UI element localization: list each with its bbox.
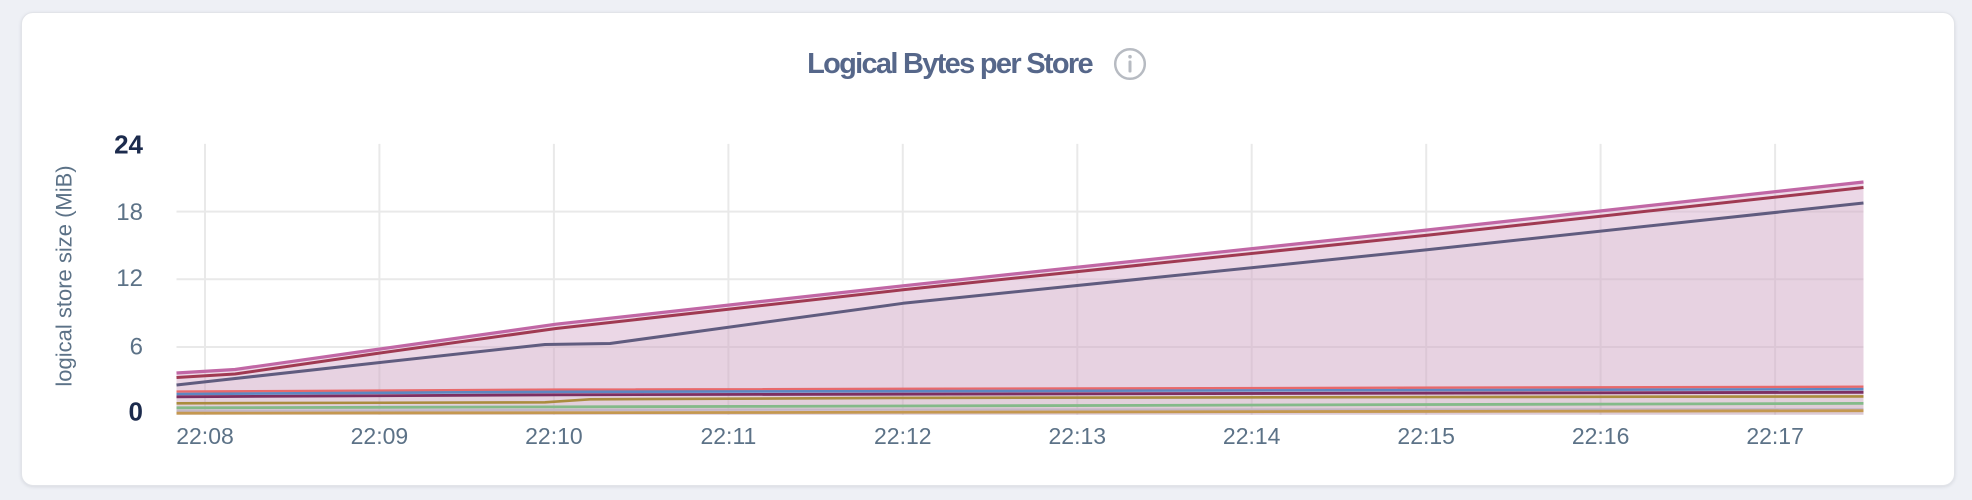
- svg-text:logical store size (MiB): logical store size (MiB): [52, 165, 77, 386]
- svg-text:22:12: 22:12: [874, 423, 932, 449]
- svg-text:22:10: 22:10: [525, 423, 583, 449]
- svg-text:22:15: 22:15: [1397, 423, 1455, 449]
- svg-text:22:13: 22:13: [1049, 423, 1107, 449]
- svg-text:18: 18: [116, 199, 143, 226]
- svg-text:22:14: 22:14: [1223, 423, 1281, 449]
- svg-text:22:17: 22:17: [1746, 423, 1804, 449]
- svg-text:24: 24: [114, 130, 143, 160]
- svg-text:6: 6: [130, 334, 143, 361]
- svg-text:12: 12: [116, 265, 143, 292]
- svg-text:0: 0: [129, 397, 143, 427]
- svg-text:22:11: 22:11: [700, 423, 756, 449]
- svg-text:22:16: 22:16: [1572, 423, 1630, 449]
- svg-text:22:08: 22:08: [176, 423, 234, 449]
- svg-text:22:09: 22:09: [351, 423, 409, 449]
